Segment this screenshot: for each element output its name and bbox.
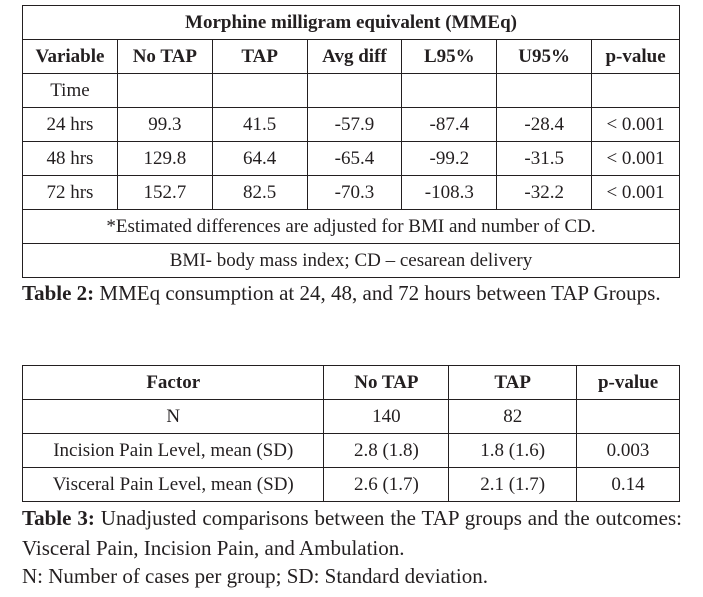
cell: -99.2	[401, 141, 498, 176]
cell: 129.8	[116, 141, 213, 176]
header-u95: U95%	[496, 39, 593, 74]
table-3-note: N: Number of cases per group; SD: Standa…	[22, 564, 488, 588]
table-row: Visceral Pain Level, mean (SD) 2.6 (1.7)…	[21, 467, 680, 502]
empty-cell	[116, 73, 213, 108]
cell: Incision Pain Level, mean (SD)	[21, 433, 325, 468]
table-2-title: Morphine milligram equivalent (MMEq)	[22, 5, 680, 40]
header-l95: L95%	[401, 39, 498, 74]
cell: 41.5	[211, 107, 308, 142]
cell: N	[21, 399, 325, 434]
cell: -57.9	[306, 107, 403, 142]
cell: 0.003	[576, 433, 680, 468]
caption-label: Table 2:	[22, 281, 95, 305]
table-row: 48 hrs 129.8 64.4 -65.4 -99.2 -31.5 < 0.…	[22, 141, 680, 176]
cell: < 0.001	[591, 141, 680, 176]
header-p-value: p-value	[576, 365, 680, 400]
group-label-time: Time	[22, 73, 118, 108]
cell: -31.5	[496, 141, 593, 176]
header-no-tap: No TAP	[323, 365, 450, 400]
cell: 82	[448, 399, 578, 434]
empty-cell	[401, 73, 498, 108]
caption-label: Table 3:	[22, 506, 95, 530]
cell: 1.8 (1.6)	[448, 433, 578, 468]
cell: < 0.001	[591, 175, 680, 210]
cell: 24 hrs	[22, 107, 118, 142]
caption-text: MMEq consumption at 24, 48, and 72 hours…	[94, 281, 661, 305]
header-tap: TAP	[211, 39, 308, 74]
cell: -87.4	[401, 107, 498, 142]
empty-cell	[211, 73, 308, 108]
table-row: 72 hrs 152.7 82.5 -70.3 -108.3 -32.2 < 0…	[22, 175, 680, 210]
table-row: Incision Pain Level, mean (SD) 2.8 (1.8)…	[21, 433, 680, 468]
header-avg-diff: Avg diff	[306, 39, 403, 74]
cell: 72 hrs	[22, 175, 118, 210]
table-2-footnote-adjusted: *Estimated differences are adjusted for …	[22, 209, 680, 244]
header-p-value: p-value	[591, 39, 680, 74]
cell: -32.2	[496, 175, 593, 210]
cell: < 0.001	[591, 107, 680, 142]
empty-cell	[591, 73, 680, 108]
table-row: Time	[22, 73, 680, 108]
cell: Visceral Pain Level, mean (SD)	[21, 467, 325, 502]
cell	[576, 399, 680, 434]
header-tap: TAP	[448, 365, 578, 400]
cell: 140	[323, 399, 450, 434]
cell: 0.14	[576, 467, 680, 502]
cell: -28.4	[496, 107, 593, 142]
empty-cell	[306, 73, 403, 108]
cell: -65.4	[306, 141, 403, 176]
table-3: Factor No TAP TAP p-value N 140 82 Incis…	[21, 365, 680, 502]
cell: 48 hrs	[22, 141, 118, 176]
table-2-footnote-abbreviations: BMI- body mass index; CD – cesarean deli…	[22, 243, 680, 278]
cell: 2.1 (1.7)	[448, 467, 578, 502]
header-factor: Factor	[21, 365, 325, 400]
cell: -108.3	[401, 175, 498, 210]
cell: 99.3	[116, 107, 213, 142]
cell: 152.7	[116, 175, 213, 210]
table-row: N 140 82	[21, 399, 680, 434]
empty-cell	[496, 73, 593, 108]
cell: 64.4	[211, 141, 308, 176]
table-2-caption: Table 2: MMEq consumption at 24, 48, and…	[22, 278, 682, 308]
cell: -70.3	[306, 175, 403, 210]
table-row: 24 hrs 99.3 41.5 -57.9 -87.4 -28.4 < 0.0…	[22, 107, 680, 142]
caption-text: Unadjusted comparisons between the TAP g…	[22, 506, 682, 560]
table-3-caption: Table 3: Unadjusted comparisons between …	[22, 503, 682, 563]
cell: 2.8 (1.8)	[323, 433, 450, 468]
header-variable: Variable	[22, 39, 118, 74]
header-no-tap: No TAP	[116, 39, 213, 74]
table-2: Morphine milligram equivalent (MMEq) Var…	[22, 5, 680, 278]
cell: 2.6 (1.7)	[323, 467, 450, 502]
cell: 82.5	[211, 175, 308, 210]
